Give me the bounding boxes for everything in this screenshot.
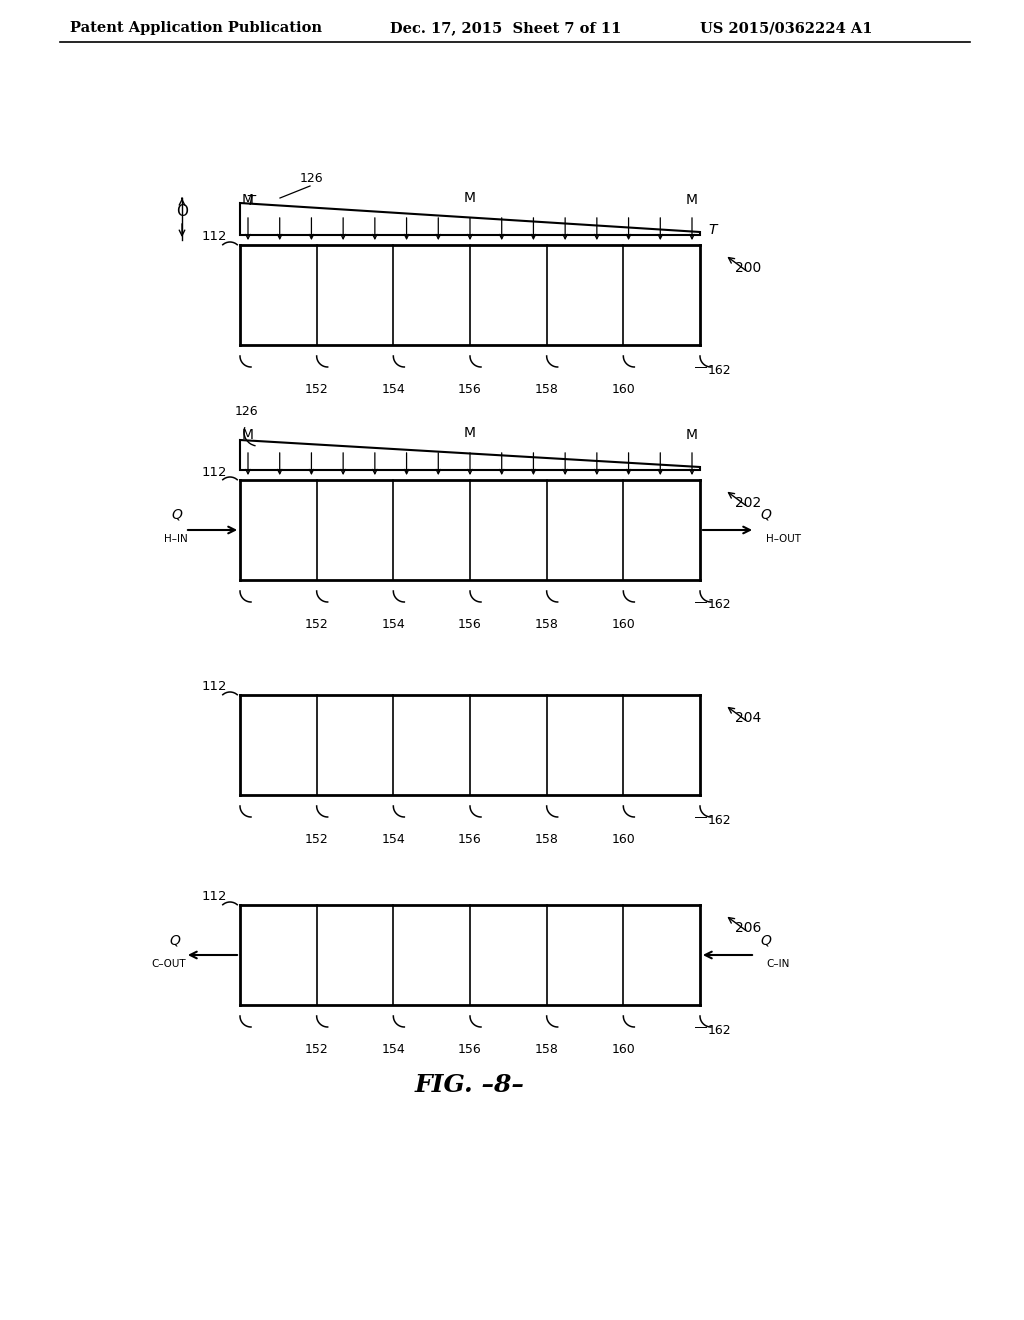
Text: 154: 154: [382, 383, 406, 396]
Text: 126: 126: [234, 405, 259, 418]
Text: T: T: [708, 223, 717, 238]
Text: 204: 204: [735, 711, 761, 725]
Text: 158: 158: [535, 383, 559, 396]
Text: H–IN: H–IN: [164, 535, 188, 544]
Text: 202: 202: [735, 496, 761, 510]
Text: 162: 162: [708, 598, 731, 611]
Text: US 2015/0362224 A1: US 2015/0362224 A1: [700, 21, 872, 36]
Text: 152: 152: [305, 383, 329, 396]
Text: 154: 154: [382, 618, 406, 631]
Text: 156: 156: [458, 618, 482, 631]
Text: Q: Q: [760, 933, 771, 946]
Text: 200: 200: [735, 261, 761, 275]
Text: 154: 154: [382, 833, 406, 846]
Text: H–OUT: H–OUT: [766, 535, 801, 544]
Text: 154: 154: [382, 1043, 406, 1056]
Text: M: M: [242, 428, 254, 442]
Text: 162: 162: [708, 813, 731, 826]
Text: 112: 112: [202, 231, 227, 243]
Text: 158: 158: [535, 1043, 559, 1056]
Text: 156: 156: [458, 833, 482, 846]
Text: 152: 152: [305, 833, 329, 846]
Text: M: M: [686, 428, 698, 442]
Text: 160: 160: [611, 833, 635, 846]
Text: 112: 112: [202, 466, 227, 479]
Text: 112: 112: [202, 681, 227, 693]
Text: M: M: [464, 191, 476, 205]
Text: M: M: [686, 193, 698, 207]
Text: 160: 160: [611, 1043, 635, 1056]
Text: 206: 206: [735, 921, 762, 935]
Text: 156: 156: [458, 1043, 482, 1056]
Text: 158: 158: [535, 833, 559, 846]
Text: C–IN: C–IN: [766, 960, 790, 969]
Text: Q: Q: [171, 508, 182, 521]
Text: M: M: [464, 426, 476, 440]
Text: Patent Application Publication: Patent Application Publication: [70, 21, 322, 36]
Text: 162: 162: [708, 363, 731, 376]
Text: 160: 160: [611, 383, 635, 396]
Text: 160: 160: [611, 618, 635, 631]
Text: 152: 152: [305, 618, 329, 631]
Text: M: M: [242, 193, 254, 207]
Text: 112: 112: [202, 891, 227, 903]
Text: 156: 156: [458, 383, 482, 396]
Text: Q: Q: [169, 933, 180, 946]
Text: C–OUT: C–OUT: [152, 960, 186, 969]
Text: Dec. 17, 2015  Sheet 7 of 11: Dec. 17, 2015 Sheet 7 of 11: [390, 21, 622, 36]
Text: 152: 152: [305, 1043, 329, 1056]
Text: 126: 126: [300, 172, 324, 185]
Text: T: T: [246, 194, 255, 209]
Text: O: O: [176, 203, 188, 219]
Text: 158: 158: [535, 618, 559, 631]
Text: 162: 162: [708, 1023, 731, 1036]
Text: Q: Q: [760, 508, 771, 521]
Text: FIG. –8–: FIG. –8–: [415, 1073, 525, 1097]
